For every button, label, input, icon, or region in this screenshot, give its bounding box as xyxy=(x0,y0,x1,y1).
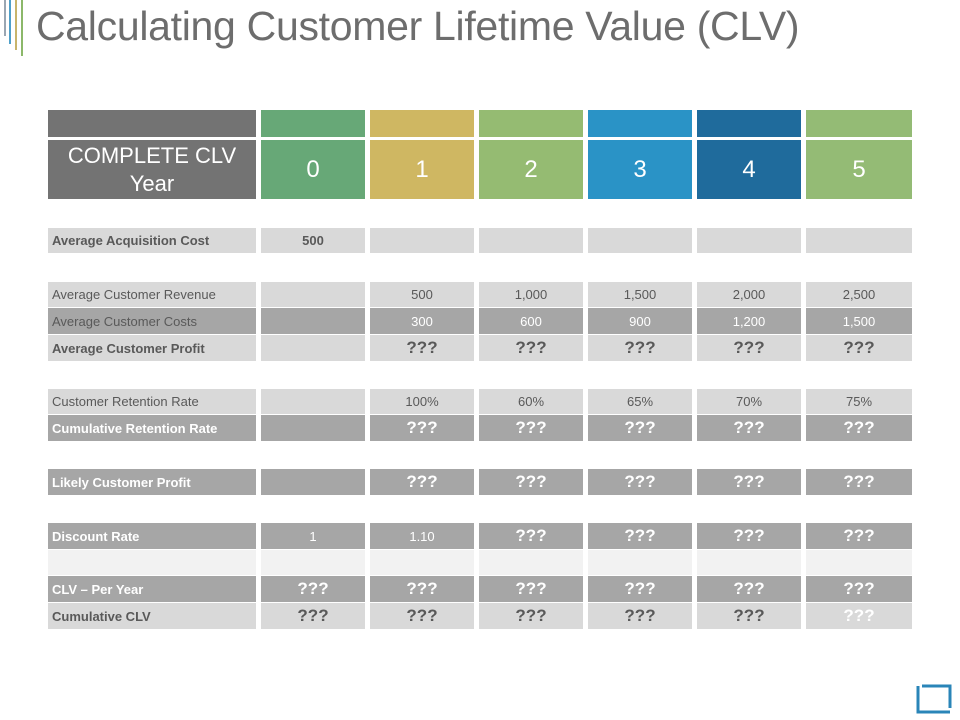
cell-acq-5 xyxy=(806,228,912,253)
year-header-1: 1 xyxy=(370,140,474,199)
cell-cumret-0 xyxy=(261,415,365,441)
cell-blank-3 xyxy=(588,550,692,575)
cell-likely-0 xyxy=(261,469,365,495)
cell-disc-5: ??? xyxy=(806,523,912,549)
cell-acq-1 xyxy=(370,228,474,253)
header-label-line2: Year xyxy=(129,170,175,196)
row-label-cumret: Cumulative Retention Rate xyxy=(48,415,256,441)
cell-cumret-3: ??? xyxy=(588,415,692,441)
cell-cost-2: 600 xyxy=(479,308,583,334)
row-label-cumclv: Cumulative CLV xyxy=(48,603,256,629)
cell-profit-4: ??? xyxy=(697,335,801,361)
cell-disc-3: ??? xyxy=(588,523,692,549)
cell-acq-2 xyxy=(479,228,583,253)
cell-clvyear-0: ??? xyxy=(261,576,365,602)
row-label-disc: Discount Rate xyxy=(48,523,256,549)
cell-clvyear-5: ??? xyxy=(806,576,912,602)
cell-ret-1: 100% xyxy=(370,389,474,414)
cell-disc-4: ??? xyxy=(697,523,801,549)
cell-cumclv-5: ??? xyxy=(806,603,912,629)
cell-disc-2: ??? xyxy=(479,523,583,549)
cell-cost-5: 1,500 xyxy=(806,308,912,334)
cell-cumret-4: ??? xyxy=(697,415,801,441)
row-label-acq: Average Acquisition Cost xyxy=(48,228,256,253)
row-label-profit: Average Customer Profit xyxy=(48,335,256,361)
title-accent-line xyxy=(15,0,17,50)
year-color-bar xyxy=(806,110,912,137)
title-accent-line xyxy=(21,0,23,56)
cell-ret-2: 60% xyxy=(479,389,583,414)
cell-cumclv-1: ??? xyxy=(370,603,474,629)
cell-profit-1: ??? xyxy=(370,335,474,361)
cell-cost-3: 900 xyxy=(588,308,692,334)
title-accent-line xyxy=(4,0,6,36)
cell-rev-2: 1,000 xyxy=(479,282,583,307)
header-label-line1: COMPLETE CLV xyxy=(67,142,237,168)
header-color-bar xyxy=(48,110,256,137)
cell-rev-0 xyxy=(261,282,365,307)
year-color-bar xyxy=(697,110,801,137)
cell-cumret-5: ??? xyxy=(806,415,912,441)
cell-rev-4: 2,000 xyxy=(697,282,801,307)
page-title: Calculating Customer Lifetime Value (CLV… xyxy=(36,3,800,49)
cell-cost-0 xyxy=(261,308,365,334)
year-color-bar xyxy=(261,110,365,137)
year-header-0: 0 xyxy=(261,140,365,199)
cell-cumclv-4: ??? xyxy=(697,603,801,629)
cell-cumret-2: ??? xyxy=(479,415,583,441)
cell-acq-3 xyxy=(588,228,692,253)
title-accent-line xyxy=(9,0,11,44)
cell-ret-5: 75% xyxy=(806,389,912,414)
row-label-clvyear: CLV – Per Year xyxy=(48,576,256,602)
row-label-likely: Likely Customer Profit xyxy=(48,469,256,495)
row-label-blank xyxy=(48,550,256,575)
cell-blank-0 xyxy=(261,550,365,575)
cell-ret-4: 70% xyxy=(697,389,801,414)
cell-clvyear-3: ??? xyxy=(588,576,692,602)
year-color-bar xyxy=(370,110,474,137)
cell-clvyear-2: ??? xyxy=(479,576,583,602)
cell-cumret-1: ??? xyxy=(370,415,474,441)
cell-disc-0: 1 xyxy=(261,523,365,549)
cell-ret-3: 65% xyxy=(588,389,692,414)
cell-likely-4: ??? xyxy=(697,469,801,495)
cell-blank-4 xyxy=(697,550,801,575)
cell-disc-1: 1.10 xyxy=(370,523,474,549)
cell-cost-1: 300 xyxy=(370,308,474,334)
cell-likely-2: ??? xyxy=(479,469,583,495)
cell-blank-1 xyxy=(370,550,474,575)
row-label-ret: Customer Retention Rate xyxy=(48,389,256,414)
cell-acq-4 xyxy=(697,228,801,253)
cell-acq-0: 500 xyxy=(261,228,365,253)
year-color-bar xyxy=(588,110,692,137)
cell-profit-0 xyxy=(261,335,365,361)
year-color-bar xyxy=(479,110,583,137)
cell-blank-5 xyxy=(806,550,912,575)
row-label-rev: Average Customer Revenue xyxy=(48,282,256,307)
corner-bracket-icon xyxy=(916,684,952,714)
cell-cumclv-2: ??? xyxy=(479,603,583,629)
cell-profit-3: ??? xyxy=(588,335,692,361)
cell-profit-5: ??? xyxy=(806,335,912,361)
cell-likely-1: ??? xyxy=(370,469,474,495)
row-label-cost: Average Customer Costs xyxy=(48,308,256,334)
year-header-4: 4 xyxy=(697,140,801,199)
cell-clvyear-1: ??? xyxy=(370,576,474,602)
header-label-cell: COMPLETE CLV Year xyxy=(48,140,256,199)
year-header-2: 2 xyxy=(479,140,583,199)
cell-rev-5: 2,500 xyxy=(806,282,912,307)
cell-likely-3: ??? xyxy=(588,469,692,495)
cell-cumclv-3: ??? xyxy=(588,603,692,629)
cell-clvyear-4: ??? xyxy=(697,576,801,602)
cell-blank-2 xyxy=(479,550,583,575)
cell-profit-2: ??? xyxy=(479,335,583,361)
cell-likely-5: ??? xyxy=(806,469,912,495)
year-header-3: 3 xyxy=(588,140,692,199)
cell-rev-3: 1,500 xyxy=(588,282,692,307)
cell-cost-4: 1,200 xyxy=(697,308,801,334)
cell-ret-0 xyxy=(261,389,365,414)
year-header-5: 5 xyxy=(806,140,912,199)
cell-rev-1: 500 xyxy=(370,282,474,307)
cell-cumclv-0: ??? xyxy=(261,603,365,629)
